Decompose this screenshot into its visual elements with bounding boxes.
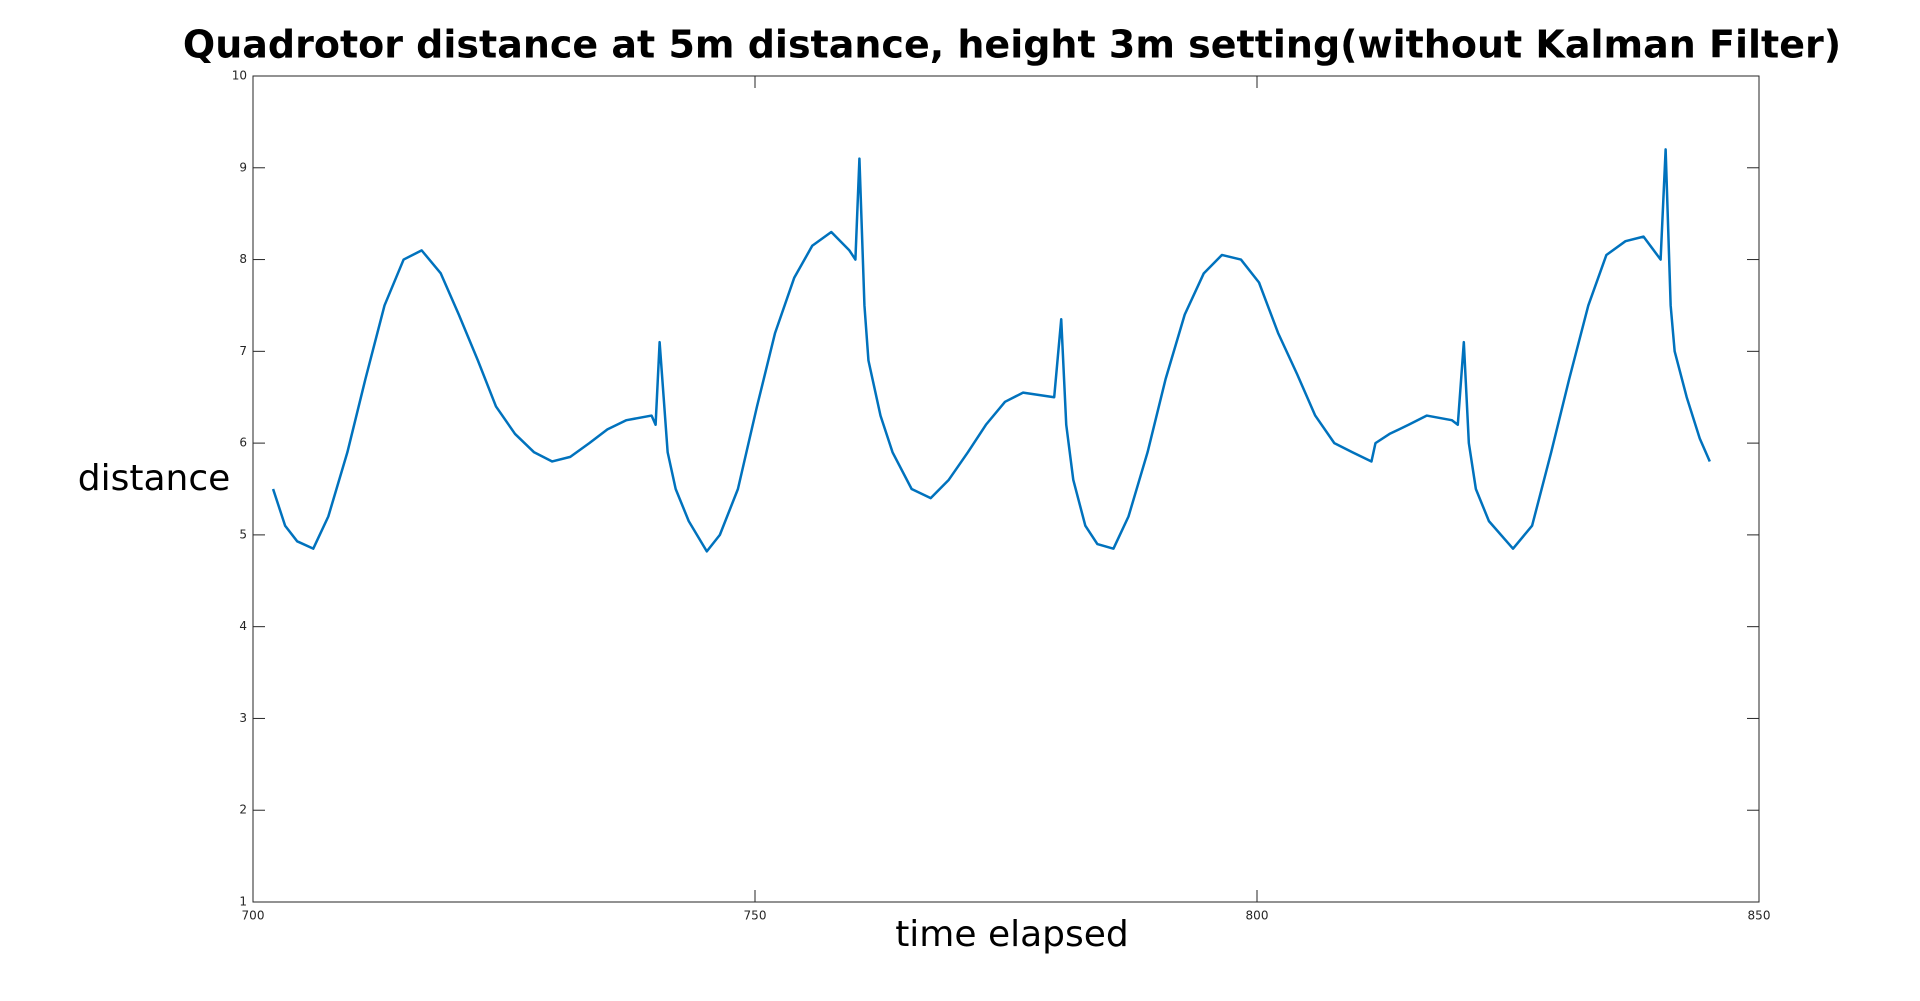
x-tick-label: 700 bbox=[242, 909, 265, 923]
plot-frame bbox=[252, 75, 1760, 903]
x-tick-label: 800 bbox=[1246, 909, 1269, 923]
y-tick-label: 6 bbox=[239, 436, 247, 450]
y-tick-label: 5 bbox=[239, 527, 247, 541]
x-tick-label: 750 bbox=[744, 909, 767, 923]
y-tick-label: 10 bbox=[232, 69, 247, 83]
chart-title: Quadrotor distance at 5m distance, heigh… bbox=[183, 23, 1841, 67]
x-tick-label: 850 bbox=[1748, 909, 1771, 923]
y-tick-label: 1 bbox=[239, 895, 247, 909]
y-tick-label: 3 bbox=[239, 711, 247, 725]
y-tick-label: 7 bbox=[239, 344, 247, 358]
y-axis-label: distance bbox=[78, 458, 231, 499]
y-tick-label: 2 bbox=[239, 803, 247, 817]
x-axis-label: time elapsed bbox=[895, 914, 1129, 955]
y-tick-label: 8 bbox=[239, 252, 247, 266]
y-tick-label: 4 bbox=[239, 619, 247, 633]
y-tick-label: 9 bbox=[239, 160, 247, 174]
data-line bbox=[271, 148, 1711, 553]
